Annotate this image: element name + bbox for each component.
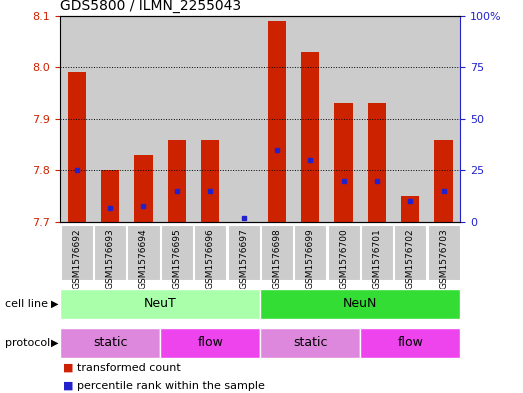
Bar (260, 16, 293, 222)
Bar (268, 21, 286, 222)
Text: NeuT: NeuT (144, 297, 177, 310)
Text: GSM1576697: GSM1576697 (239, 229, 248, 289)
Bar (168, 140, 186, 222)
Bar (67, 72, 86, 222)
Bar (160, 16, 194, 222)
FancyBboxPatch shape (60, 328, 160, 358)
FancyBboxPatch shape (60, 288, 260, 319)
Text: GSM1576694: GSM1576694 (139, 229, 148, 289)
Bar (60, 16, 94, 222)
Text: GSM1576696: GSM1576696 (206, 229, 214, 289)
Text: GSM1576692: GSM1576692 (72, 229, 81, 289)
FancyBboxPatch shape (228, 224, 259, 281)
FancyBboxPatch shape (260, 328, 360, 358)
Text: ■: ■ (63, 363, 73, 373)
Text: GSM1576693: GSM1576693 (106, 229, 115, 289)
Bar (427, 16, 460, 222)
Text: GSM1576700: GSM1576700 (339, 229, 348, 289)
Text: GDS5800 / ILMN_2255043: GDS5800 / ILMN_2255043 (60, 0, 241, 13)
FancyBboxPatch shape (128, 224, 160, 281)
Bar (94, 16, 127, 222)
Text: NeuN: NeuN (343, 297, 378, 310)
Text: percentile rank within the sample: percentile rank within the sample (77, 381, 265, 391)
Text: protocol: protocol (5, 338, 51, 348)
Text: flow: flow (397, 336, 423, 349)
Bar (134, 155, 153, 222)
Bar (101, 171, 119, 222)
Bar (394, 16, 427, 222)
Text: ▶: ▶ (51, 338, 59, 348)
Text: static: static (293, 336, 327, 349)
FancyBboxPatch shape (294, 224, 326, 281)
FancyBboxPatch shape (160, 328, 260, 358)
FancyBboxPatch shape (360, 328, 460, 358)
FancyBboxPatch shape (261, 224, 293, 281)
Bar (194, 16, 227, 222)
Bar (334, 103, 353, 222)
Text: GSM1576703: GSM1576703 (439, 229, 448, 289)
Bar (293, 16, 327, 222)
Text: flow: flow (197, 336, 223, 349)
Text: cell line: cell line (5, 299, 48, 309)
Bar (227, 16, 260, 222)
Text: static: static (93, 336, 128, 349)
Bar (401, 196, 419, 222)
FancyBboxPatch shape (194, 224, 226, 281)
Bar (327, 16, 360, 222)
Text: ■: ■ (63, 381, 73, 391)
Bar (201, 140, 219, 222)
FancyBboxPatch shape (94, 224, 126, 281)
Text: GSM1576699: GSM1576699 (306, 229, 315, 289)
Text: GSM1576702: GSM1576702 (406, 229, 415, 289)
FancyBboxPatch shape (327, 224, 359, 281)
Text: GSM1576701: GSM1576701 (372, 229, 381, 289)
Bar (368, 103, 386, 222)
FancyBboxPatch shape (61, 224, 93, 281)
Text: GSM1576695: GSM1576695 (173, 229, 181, 289)
Text: ▶: ▶ (51, 299, 59, 309)
FancyBboxPatch shape (394, 224, 426, 281)
FancyBboxPatch shape (361, 224, 393, 281)
FancyBboxPatch shape (161, 224, 193, 281)
Bar (127, 16, 160, 222)
Bar (435, 140, 453, 222)
Bar (360, 16, 393, 222)
Text: GSM1576698: GSM1576698 (272, 229, 281, 289)
Text: transformed count: transformed count (77, 363, 180, 373)
FancyBboxPatch shape (260, 288, 460, 319)
Bar (301, 52, 320, 222)
FancyBboxPatch shape (428, 224, 460, 281)
